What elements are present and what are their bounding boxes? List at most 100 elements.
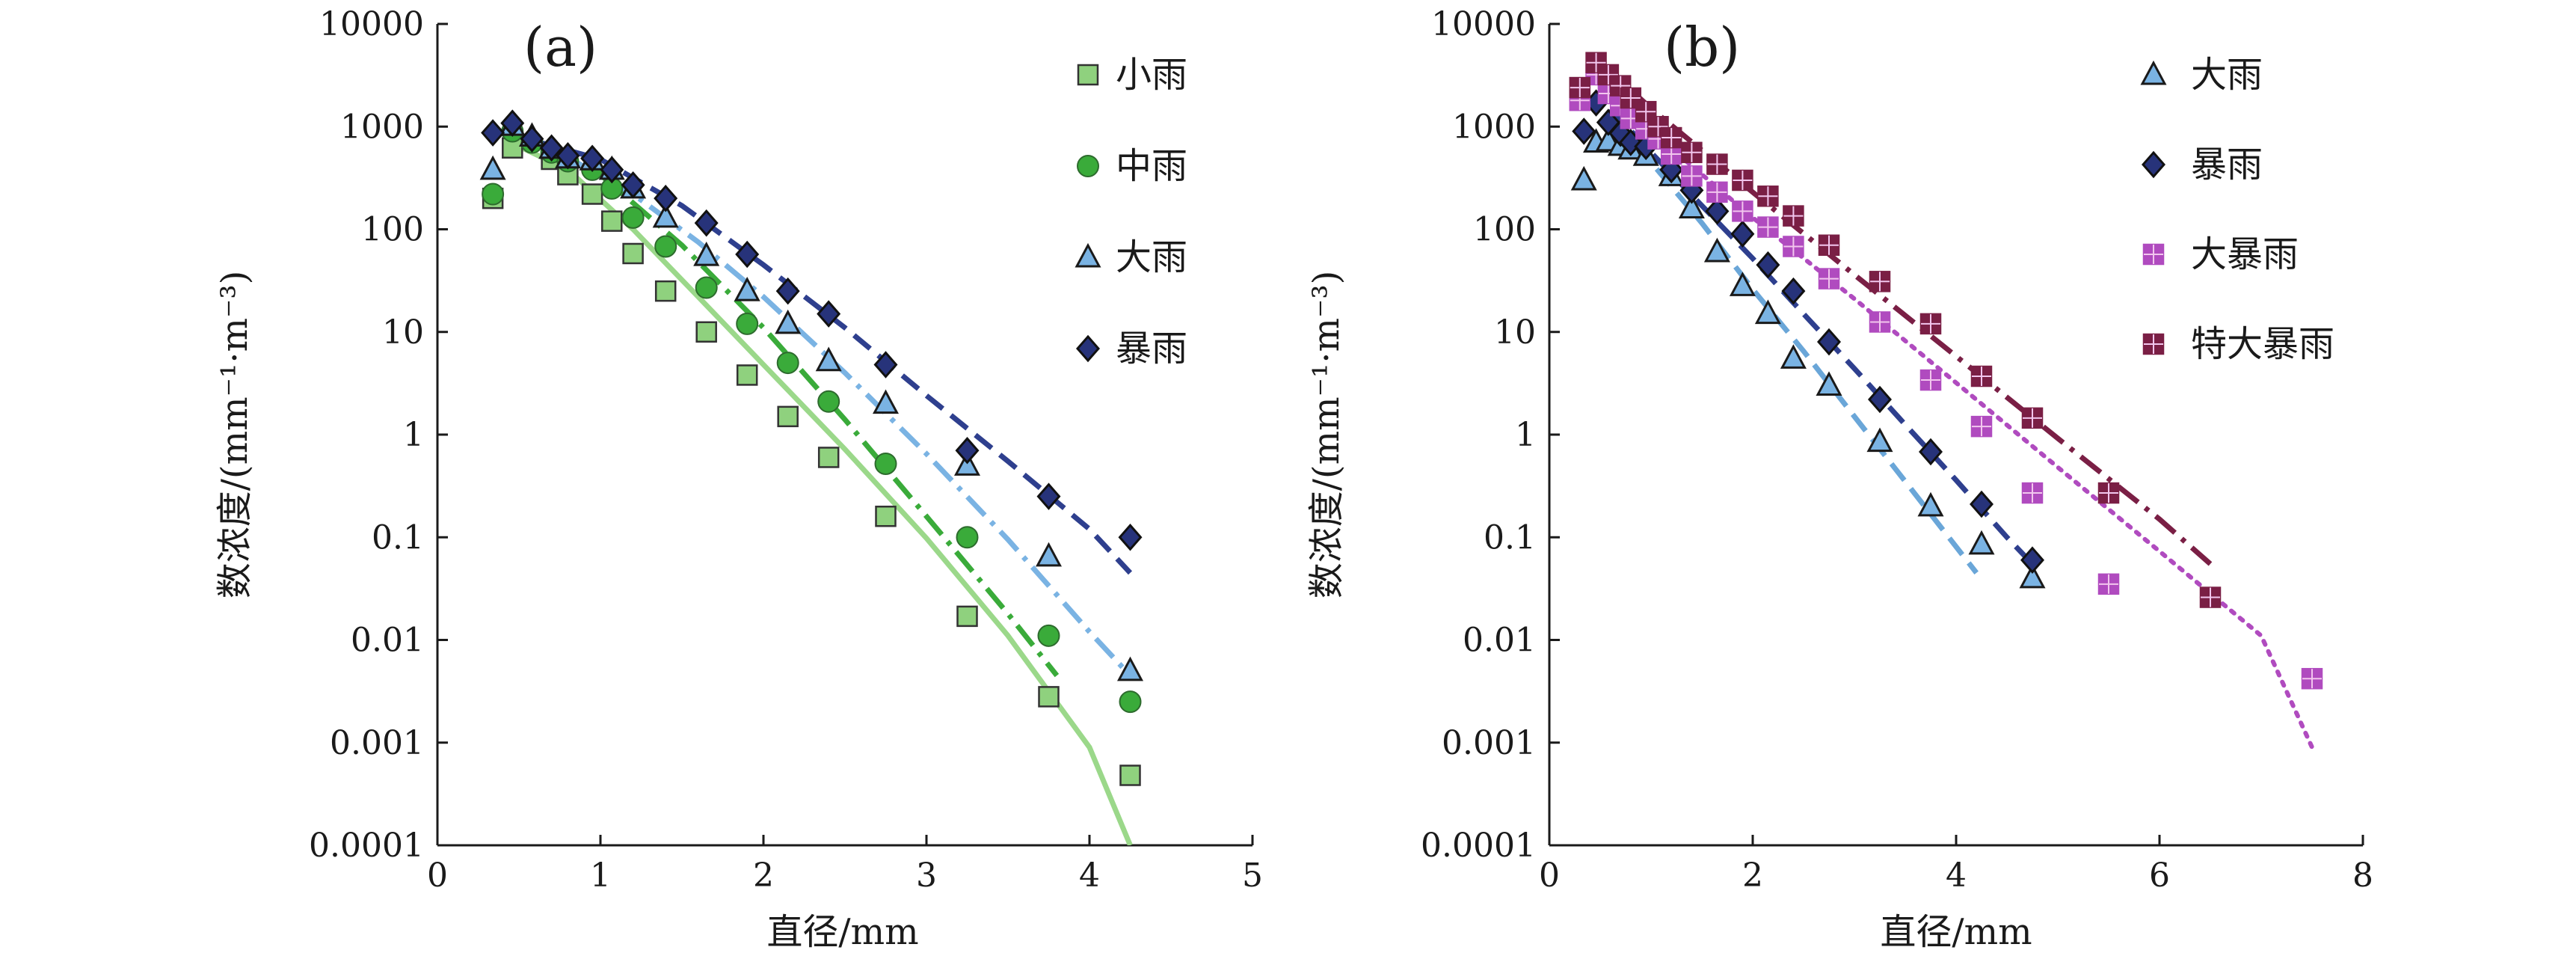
panel-label: (b) (1664, 16, 1740, 79)
y-tick-label: 1000 (340, 108, 424, 146)
y-tick-label: 10 (1494, 313, 1536, 352)
series-points (1569, 52, 2222, 608)
y-tick-label: 0.001 (330, 724, 424, 762)
data-point (1116, 656, 1144, 681)
data-point (654, 184, 678, 212)
y-tick-label: 1 (1515, 416, 1536, 454)
data-point (1757, 216, 1779, 238)
data-point (601, 210, 623, 232)
legend-label: 暴雨 (1116, 328, 1187, 370)
series-points (1570, 126, 2046, 589)
data-point (1706, 153, 1728, 175)
fit-line (509, 140, 1133, 845)
data-point (479, 155, 506, 180)
data-point (1818, 234, 1840, 257)
y-tick-label: 0.01 (351, 622, 424, 660)
legend-label: 中雨 (1116, 145, 1187, 187)
x-tick-label: 5 (1242, 857, 1263, 895)
data-point (875, 505, 897, 527)
data-point (2021, 407, 2044, 429)
legend-marker (1076, 334, 1100, 363)
data-point (874, 452, 897, 475)
data-point (1119, 690, 1142, 714)
data-point (1635, 100, 1657, 123)
data-point (1729, 272, 1756, 296)
data-point (734, 276, 760, 301)
y-axis-title: 数浓度/(mm⁻¹·m⁻³) (214, 271, 256, 599)
x-tick-label: 4 (1946, 857, 1967, 895)
x-tick-label: 4 (1079, 857, 1100, 895)
legend-marker (1077, 64, 1099, 86)
series-points (1572, 89, 2044, 574)
data-point (1706, 181, 1728, 203)
data-point (736, 364, 758, 386)
data-point (2199, 586, 2222, 608)
data-point (1816, 371, 1842, 396)
data-point (652, 203, 679, 228)
data-point (1866, 427, 1893, 453)
data-point (956, 526, 979, 549)
data-point (1754, 299, 1781, 325)
y-tick-label: 100 (361, 211, 424, 249)
data-point (873, 351, 898, 379)
data-point (500, 109, 525, 137)
data-point (580, 144, 605, 173)
legend-label: 小雨 (1116, 54, 1187, 96)
data-point (1818, 268, 1840, 289)
data-point (654, 280, 677, 302)
data-point (481, 119, 505, 147)
data-point (2021, 482, 2044, 504)
data-point (1919, 438, 1943, 466)
data-point (1781, 277, 1806, 305)
data-point (1681, 165, 1703, 187)
x-tick-label: 6 (2149, 857, 2170, 895)
data-point (600, 156, 624, 184)
data-point (736, 312, 759, 335)
data-point (817, 300, 841, 328)
data-point (2097, 573, 2120, 595)
data-point (695, 321, 717, 343)
panel-label: (a) (523, 16, 597, 79)
data-point (1119, 765, 1141, 786)
data-point (621, 171, 645, 199)
data-point (1783, 236, 1804, 257)
series-points (481, 109, 1143, 551)
data-point (872, 389, 900, 414)
data-point (2019, 563, 2046, 589)
legend-marker (2140, 60, 2167, 85)
data-point (1868, 385, 1892, 414)
data-point (1817, 328, 1841, 356)
data-point (581, 183, 603, 205)
series-points (479, 111, 1144, 681)
y-axis-title: 数浓度/(mm⁻¹·m⁻³) (1306, 271, 1347, 599)
data-point (622, 242, 644, 265)
data-point (735, 240, 760, 269)
data-point (1705, 197, 1730, 225)
data-point (693, 241, 720, 266)
data-point (776, 352, 799, 375)
legend-label: 大暴雨 (2191, 233, 2299, 275)
legend-label: 特大暴雨 (2191, 323, 2334, 365)
panel-a: 0 1 2 3 4 5 0.0001 0.001 0.01 0.1 1 10 100 1000 10000 直… (214, 5, 1263, 953)
data-point (694, 209, 719, 237)
y-tick-label: 0.1 (1484, 518, 1536, 557)
data-point (775, 309, 802, 334)
legend-label: 大雨 (2191, 54, 2263, 96)
y-tick-label: 1000 (1452, 108, 1536, 146)
data-point (2097, 482, 2120, 504)
series-points (482, 137, 1141, 786)
data-point (1660, 126, 1682, 149)
data-point (1869, 271, 1891, 292)
data-point (1572, 117, 1596, 145)
fit-line (534, 138, 1133, 575)
legend-label: 大雨 (1116, 236, 1187, 278)
fit-line (566, 155, 1133, 678)
data-point (1970, 490, 1994, 518)
y-tick-label: 10000 (319, 5, 424, 43)
data-point (1968, 530, 1995, 555)
fit-line (550, 147, 1060, 678)
data-point (695, 276, 718, 299)
data-point (1732, 169, 1753, 191)
data-point (2301, 667, 2323, 690)
data-point (1919, 313, 1942, 335)
